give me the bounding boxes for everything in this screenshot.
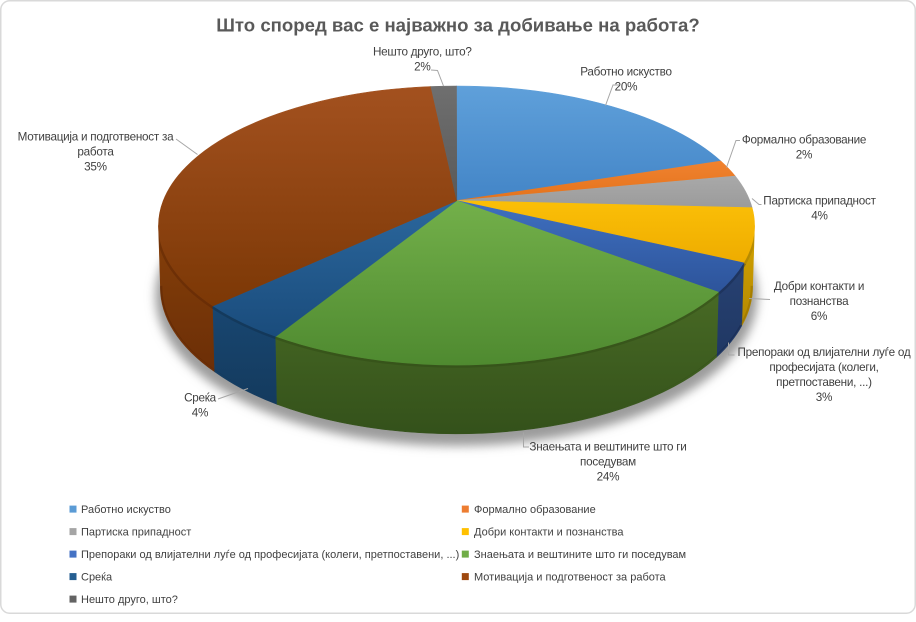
- svg-text:Работно искуство: Работно искуство: [580, 66, 672, 79]
- svg-text:Добри контакти и познанства: Добри контакти и познанства: [474, 527, 624, 539]
- svg-text:Мотивација и подготвеност за: Мотивација и подготвеност за: [18, 131, 174, 144]
- svg-text:2%: 2%: [414, 61, 430, 74]
- svg-text:4%: 4%: [811, 210, 827, 223]
- svg-text:Партиска припадност: Партиска припадност: [763, 195, 876, 208]
- svg-text:20%: 20%: [615, 81, 638, 94]
- svg-text:Партиска припадност: Партиска припадност: [81, 527, 191, 539]
- svg-text:Нешто друго, што?: Нешто друго, што?: [81, 594, 178, 606]
- svg-text:Среќа: Среќа: [184, 392, 217, 405]
- svg-text:3%: 3%: [816, 391, 832, 404]
- svg-text:2%: 2%: [796, 149, 812, 162]
- svg-text:познанства: познанства: [790, 295, 849, 308]
- svg-text:Работно искуство: Работно искуство: [81, 504, 171, 516]
- svg-text:Препораки од влијателни луѓе о: Препораки од влијателни луѓе од професиј…: [81, 549, 459, 561]
- svg-text:професијата (колеги,: професијата (колеги,: [769, 361, 878, 374]
- svg-text:Мотивација и подготвеност за р: Мотивација и подготвеност за работа: [474, 572, 667, 584]
- svg-text:Што според вас е најважно за: Што според вас е најважно за добивање на…: [216, 15, 700, 36]
- svg-text:24%: 24%: [597, 471, 620, 484]
- svg-text:4%: 4%: [192, 407, 208, 420]
- svg-text:претпоставени, ...): претпоставени, ...): [776, 376, 872, 389]
- svg-text:Знаењата и вештините што ги: Знаењата и вештините што ги: [529, 441, 686, 454]
- svg-text:поседувам: поседувам: [580, 456, 636, 469]
- svg-text:Добри контакти и: Добри контакти и: [774, 280, 864, 293]
- svg-text:Формално образование: Формално образование: [742, 134, 866, 147]
- svg-text:Нешто друго, што?: Нешто друго, што?: [373, 46, 472, 59]
- svg-text:Формално образование: Формално образование: [474, 504, 596, 516]
- svg-text:35%: 35%: [84, 161, 107, 174]
- svg-text:Среќа: Среќа: [81, 572, 113, 584]
- svg-text:Знаењата и вештините што ги по: Знаењата и вештините што ги поседувам: [474, 549, 686, 561]
- svg-text:работа: работа: [77, 146, 114, 159]
- svg-text:Препораки од влијателни луѓе о: Препораки од влијателни луѓе од: [738, 346, 911, 359]
- svg-text:6%: 6%: [811, 310, 827, 323]
